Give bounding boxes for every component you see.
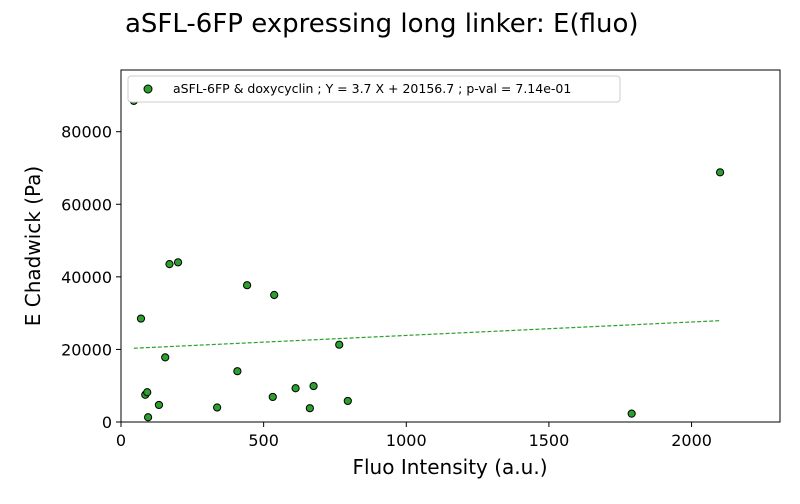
regression-fit-line <box>133 320 721 349</box>
data-point <box>343 396 352 406</box>
chart-title: aSFL-6FP expressing long linker: E(fluo) <box>125 9 639 39</box>
legend-box <box>127 75 621 103</box>
data-point <box>173 258 183 267</box>
data-point <box>335 340 344 349</box>
legend-marker <box>143 84 153 94</box>
legend: aSFL-6FP & doxycyclin ; Y = 3.7 X + 2015… <box>127 75 621 103</box>
data-point <box>165 260 174 269</box>
data-point <box>233 367 242 376</box>
plot-area <box>120 69 781 423</box>
data-point <box>270 290 279 300</box>
data-point <box>291 384 300 393</box>
data-point <box>242 281 252 290</box>
x-axis: 0 500 1000 1500 2000 <box>116 422 712 450</box>
data-point <box>309 381 318 391</box>
x-tick-label: 1000 <box>386 431 427 450</box>
fit-line-layer <box>133 320 721 349</box>
y-axis: 0 20000 40000 60000 80000 <box>61 123 121 432</box>
data-point <box>305 404 314 413</box>
plot-frame <box>120 69 781 423</box>
data-point <box>161 353 170 362</box>
x-tick-label: 2000 <box>671 431 712 450</box>
x-axis-label: Fluo Intensity (a.u.) <box>353 455 548 479</box>
legend-entry-label: aSFL-6FP & doxycyclin ; Y = 3.7 X + 2015… <box>173 81 571 96</box>
points-layer <box>129 96 725 422</box>
x-tick-label: 1500 <box>529 431 570 450</box>
data-point <box>144 413 153 422</box>
data-point <box>154 400 164 410</box>
y-tick-label: 80000 <box>61 123 112 142</box>
data-point <box>136 314 146 323</box>
y-tick-label: 0 <box>102 413 112 432</box>
data-point <box>715 168 725 177</box>
x-tick-label: 0 <box>116 431 126 450</box>
data-point <box>143 388 152 397</box>
x-tick-label: 500 <box>248 431 279 450</box>
y-tick-label: 20000 <box>61 340 112 359</box>
data-point <box>213 403 222 412</box>
data-point <box>627 409 636 418</box>
y-axis-label: E Chadwick (Pa) <box>21 166 45 326</box>
y-tick-label: 60000 <box>61 195 112 214</box>
data-point <box>268 392 277 402</box>
y-tick-label: 40000 <box>61 268 112 287</box>
